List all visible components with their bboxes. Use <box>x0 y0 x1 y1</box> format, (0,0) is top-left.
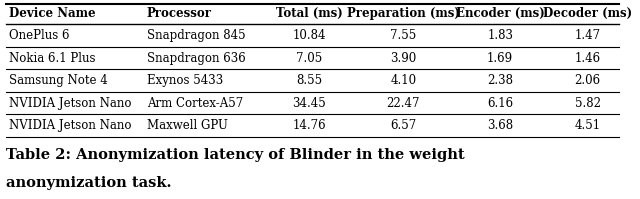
Text: 7.05: 7.05 <box>296 52 323 65</box>
Text: 4.51: 4.51 <box>575 119 601 132</box>
Text: 4.10: 4.10 <box>390 74 416 87</box>
Text: Snapdragon 636: Snapdragon 636 <box>147 52 246 65</box>
Text: Device Name: Device Name <box>10 7 96 20</box>
Text: Decoder (ms): Decoder (ms) <box>543 7 632 20</box>
Text: 6.57: 6.57 <box>390 119 417 132</box>
Text: Table 2: Anonymization latency of Blinder in the weight: Table 2: Anonymization latency of Blinde… <box>6 148 465 162</box>
Text: 1.47: 1.47 <box>575 29 601 42</box>
Text: 8.55: 8.55 <box>296 74 323 87</box>
Text: Maxwell GPU: Maxwell GPU <box>147 119 228 132</box>
Text: 7.55: 7.55 <box>390 29 417 42</box>
Text: Total (ms): Total (ms) <box>276 7 343 20</box>
Text: 1.46: 1.46 <box>575 52 601 65</box>
Text: 2.38: 2.38 <box>487 74 513 87</box>
Text: 3.68: 3.68 <box>487 119 513 132</box>
Text: Samsung Note 4: Samsung Note 4 <box>10 74 108 87</box>
Text: Processor: Processor <box>147 7 212 20</box>
Text: 3.90: 3.90 <box>390 52 417 65</box>
Text: anonymization task.: anonymization task. <box>6 176 172 190</box>
Text: 5.82: 5.82 <box>575 97 601 110</box>
Text: OnePlus 6: OnePlus 6 <box>10 29 70 42</box>
Text: Snapdragon 845: Snapdragon 845 <box>147 29 246 42</box>
Text: 6.16: 6.16 <box>487 97 513 110</box>
Text: Preparation (ms): Preparation (ms) <box>347 7 460 20</box>
Text: 1.83: 1.83 <box>487 29 513 42</box>
Text: 10.84: 10.84 <box>292 29 326 42</box>
Text: NVIDIA Jetson Nano: NVIDIA Jetson Nano <box>10 97 132 110</box>
Text: Encoder (ms): Encoder (ms) <box>456 7 545 20</box>
Text: 1.69: 1.69 <box>487 52 513 65</box>
Text: Arm Cortex-A57: Arm Cortex-A57 <box>147 97 243 110</box>
Text: Nokia 6.1 Plus: Nokia 6.1 Plus <box>10 52 96 65</box>
Text: NVIDIA Jetson Nano: NVIDIA Jetson Nano <box>10 119 132 132</box>
Text: 22.47: 22.47 <box>387 97 420 110</box>
Text: 34.45: 34.45 <box>292 97 326 110</box>
Text: 14.76: 14.76 <box>292 119 326 132</box>
Text: 2.06: 2.06 <box>575 74 601 87</box>
Text: Exynos 5433: Exynos 5433 <box>147 74 223 87</box>
